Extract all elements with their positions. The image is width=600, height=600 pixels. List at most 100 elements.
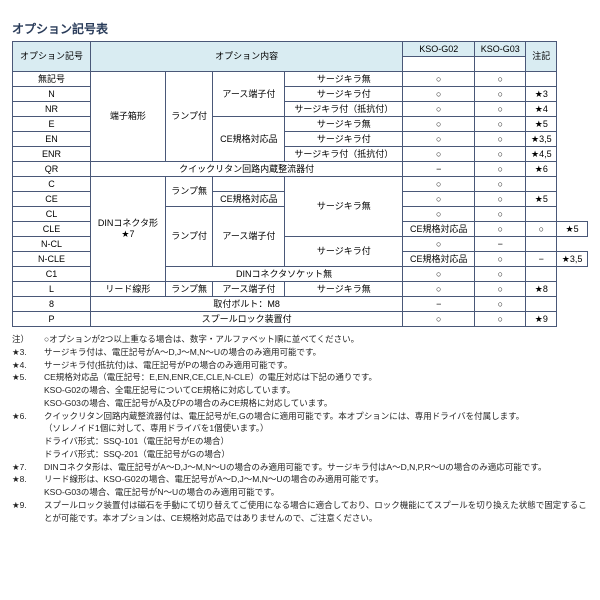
r-sno4: サージキラ無 bbox=[285, 282, 403, 297]
cell: ○ bbox=[475, 207, 526, 222]
cell bbox=[526, 72, 557, 87]
r-ce2: CE bbox=[13, 192, 91, 207]
cell: ○ bbox=[475, 177, 526, 192]
cell bbox=[526, 177, 557, 192]
r-c: C bbox=[13, 177, 91, 192]
cell: ○ bbox=[475, 252, 526, 267]
r-earth3: アース端子付 bbox=[213, 282, 285, 297]
cell: ○ bbox=[403, 237, 475, 252]
r-blank: 無記号 bbox=[13, 72, 91, 87]
cell: ○ bbox=[403, 147, 475, 162]
option-table: オプション記号 オプション内容 KSO-G02 KSO-G03 注記 無記号 端… bbox=[12, 41, 588, 327]
cell: ○ bbox=[475, 87, 526, 102]
cell: ○ bbox=[403, 87, 475, 102]
r-ce5: CE規格対応品 bbox=[403, 252, 475, 267]
cell: ○ bbox=[475, 192, 526, 207]
cell: ★4 bbox=[526, 102, 557, 117]
cell bbox=[526, 267, 557, 282]
table-title: オプション記号表 bbox=[12, 20, 588, 37]
r-sno3: サージキラ無 bbox=[285, 177, 403, 237]
cell: ○ bbox=[475, 147, 526, 162]
cell: − bbox=[403, 162, 475, 177]
cell: ○ bbox=[403, 132, 475, 147]
r-8: 8 bbox=[13, 297, 91, 312]
r-earth: アース端子付 bbox=[213, 72, 285, 117]
cell bbox=[526, 207, 557, 222]
cell: ○ bbox=[403, 207, 475, 222]
cell bbox=[213, 177, 285, 192]
cell: ○ bbox=[475, 297, 526, 312]
r-quick: クイックリタン回路内蔵整流器付 bbox=[91, 162, 403, 177]
cell bbox=[526, 237, 557, 252]
r-lead: リード線形 bbox=[91, 282, 166, 297]
cell: − bbox=[475, 237, 526, 252]
cell bbox=[526, 297, 557, 312]
r-cl: CL bbox=[13, 207, 91, 222]
r-syes3: サージキラ付 bbox=[285, 237, 403, 267]
cell: ★8 bbox=[526, 282, 557, 297]
r-n: N bbox=[13, 87, 91, 102]
notes: 注）○オプションが2つ以上重なる場合は、数字・アルファベット順に並べてください。… bbox=[12, 333, 588, 524]
cell: ★5 bbox=[526, 192, 557, 207]
cell: ○ bbox=[403, 312, 475, 327]
cell: ○ bbox=[475, 162, 526, 177]
r-syes2: サージキラ付 bbox=[285, 132, 403, 147]
cell: ○ bbox=[475, 132, 526, 147]
cell: ★3,5 bbox=[557, 252, 588, 267]
r-ncle: N-CLE bbox=[13, 252, 91, 267]
cell: ★3,5 bbox=[526, 132, 557, 147]
h-g03: KSO-G03 bbox=[475, 42, 526, 57]
cell: ★3 bbox=[526, 87, 557, 102]
cell: ○ bbox=[526, 222, 557, 237]
r-sres2: サージキラ付（抵抗付） bbox=[285, 147, 403, 162]
cell: ★4,5 bbox=[526, 147, 557, 162]
cell: ○ bbox=[403, 282, 475, 297]
h-content: オプション内容 bbox=[91, 42, 403, 72]
cell: ★5 bbox=[557, 222, 588, 237]
r-ncl: N-CL bbox=[13, 237, 91, 252]
r-p: P bbox=[13, 312, 91, 327]
cell: ○ bbox=[403, 192, 475, 207]
cell: − bbox=[403, 297, 475, 312]
cell: ○ bbox=[475, 312, 526, 327]
r-bolt: 取付ボルト：M8 bbox=[91, 297, 403, 312]
r-sno2: サージキラ無 bbox=[285, 117, 403, 132]
r-nr: NR bbox=[13, 102, 91, 117]
cell bbox=[403, 57, 475, 72]
r-syes: サージキラ付 bbox=[285, 87, 403, 102]
r-en: EN bbox=[13, 132, 91, 147]
r-lampoff2: ランプ無 bbox=[165, 282, 213, 297]
r-sres: サージキラ付（抵抗付） bbox=[285, 102, 403, 117]
r-ce4: CE規格対応品 bbox=[403, 222, 475, 237]
cell: ○ bbox=[475, 102, 526, 117]
r-c1: C1 bbox=[13, 267, 91, 282]
cell: ★9 bbox=[526, 312, 557, 327]
r-lampoff: ランプ無 bbox=[165, 177, 213, 207]
cell: ○ bbox=[475, 72, 526, 87]
r-earth2: アース端子付 bbox=[213, 207, 285, 267]
r-ce3: CE規格対応品 bbox=[213, 192, 285, 207]
r-lampon2: ランプ付 bbox=[165, 207, 213, 267]
cell: ★5 bbox=[526, 117, 557, 132]
h-note: 注記 bbox=[526, 42, 557, 72]
cell: ○ bbox=[475, 267, 526, 282]
cell: ○ bbox=[475, 282, 526, 297]
cell: ○ bbox=[475, 117, 526, 132]
r-sno: サージキラ無 bbox=[285, 72, 403, 87]
r-din: DINコネクタ形 ★7 bbox=[91, 177, 166, 282]
r-terminal: 端子箱形 bbox=[91, 72, 166, 162]
r-spool: スプールロック装置付 bbox=[91, 312, 403, 327]
cell: − bbox=[526, 252, 557, 267]
r-lampon: ランプ付 bbox=[165, 72, 213, 162]
r-cle: CLE bbox=[13, 222, 91, 237]
cell: ★6 bbox=[526, 162, 557, 177]
cell: ○ bbox=[403, 177, 475, 192]
r-l: L bbox=[13, 282, 91, 297]
r-enr: ENR bbox=[13, 147, 91, 162]
cell: ○ bbox=[403, 267, 475, 282]
cell: ○ bbox=[475, 222, 526, 237]
h-g02: KSO-G02 bbox=[403, 42, 475, 57]
cell: ○ bbox=[403, 102, 475, 117]
r-qr: QR bbox=[13, 162, 91, 177]
r-e: E bbox=[13, 117, 91, 132]
